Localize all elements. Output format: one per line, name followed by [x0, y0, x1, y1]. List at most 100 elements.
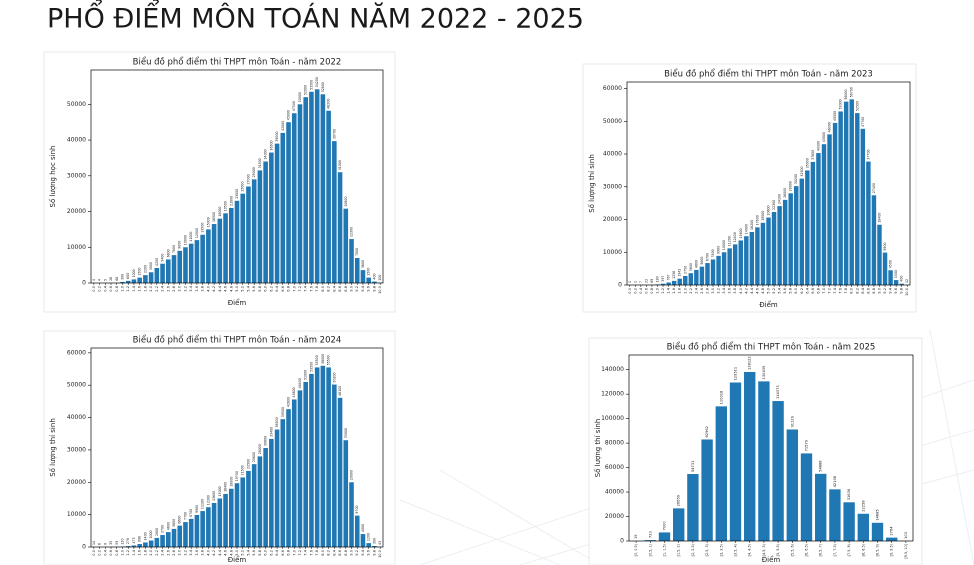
- bar: [337, 172, 343, 283]
- x-tick-label: 2.4: [161, 549, 165, 555]
- bar: [727, 248, 732, 285]
- bar: [177, 250, 183, 283]
- x-tick-label: 3.4: [189, 285, 193, 291]
- value-label: 52800: [321, 82, 325, 92]
- bar: [738, 240, 743, 285]
- bar: [372, 281, 377, 283]
- x-tick-label: 8.2: [327, 550, 331, 556]
- bar: [354, 257, 360, 283]
- bar: [160, 263, 165, 283]
- value-label: 36300: [275, 417, 279, 427]
- value-label: 9900: [195, 505, 199, 513]
- y-tick-label: 140000: [601, 366, 624, 373]
- x-axis-label: Điểm: [759, 300, 778, 309]
- value-label: 28000: [258, 444, 262, 454]
- bar: [857, 513, 869, 541]
- y-tick-label: 30000: [67, 446, 86, 453]
- x-tick-label: 8.6: [338, 285, 342, 291]
- x-tick-label: 0.8: [650, 287, 654, 293]
- bar: [143, 275, 148, 283]
- x-tick-label: 1.6: [672, 287, 676, 293]
- bar: [263, 447, 268, 547]
- x-tick-label: 5.0: [767, 287, 771, 293]
- bar: [855, 113, 860, 286]
- x-tick-label: 3.6: [195, 549, 199, 555]
- y-tick-label: 40000: [67, 137, 86, 144]
- value-label: 1400: [143, 532, 147, 540]
- value-label: 29000: [252, 167, 256, 177]
- bar: [810, 161, 816, 285]
- value-label: 100: [378, 275, 382, 281]
- bar: [732, 244, 738, 285]
- value-label: 28000: [789, 181, 793, 191]
- x-tick-label: 9.8: [372, 549, 376, 555]
- value-label: 12000: [195, 228, 199, 238]
- bar: [160, 535, 165, 547]
- value-label: 26659: [677, 494, 681, 506]
- bar: [372, 546, 377, 547]
- value-label: 15000: [206, 217, 210, 227]
- value-label: 50200: [332, 372, 336, 382]
- x-tick-label: 6.6: [811, 287, 815, 293]
- bar: [749, 231, 755, 285]
- value-label: 4: [92, 279, 96, 281]
- bar: [683, 275, 688, 285]
- value-label: 20000: [350, 470, 354, 480]
- x-tick-label: [6.5, 7): [819, 543, 823, 556]
- bar: [871, 195, 877, 285]
- bar: [758, 381, 770, 541]
- value-label: 25600: [252, 452, 256, 462]
- value-label: 18400: [877, 213, 881, 223]
- value-label: 19: [634, 534, 638, 539]
- value-label: 46000: [828, 122, 832, 132]
- value-label: 1500: [894, 270, 898, 278]
- value-label: 47700: [861, 117, 865, 127]
- value-label: 14: [92, 541, 96, 545]
- bar: [326, 110, 331, 283]
- bar: [326, 367, 331, 547]
- value-label: 54200: [315, 77, 319, 87]
- y-tick-label: 10000: [67, 244, 86, 251]
- value-label: 9: [103, 543, 107, 545]
- x-tick-label: 5.8: [789, 287, 793, 293]
- value-label: 2750: [683, 266, 687, 274]
- bar: [771, 211, 777, 285]
- bar: [297, 104, 303, 284]
- value-label: 34000: [264, 149, 268, 159]
- value-label: 1: [628, 281, 632, 283]
- bar: [337, 397, 343, 547]
- x-tick-label: 7.4: [304, 549, 308, 555]
- x-tick-label: 5.4: [246, 549, 250, 555]
- bar: [882, 252, 888, 285]
- value-label: 278: [126, 538, 130, 544]
- bar: [705, 263, 710, 285]
- value-label: 11000: [189, 232, 193, 242]
- x-tick-label: 3.4: [189, 549, 193, 555]
- x-tick-label: 9.2: [355, 550, 359, 556]
- value-label: 53500: [309, 80, 313, 90]
- x-tick-label: 1.4: [667, 287, 671, 293]
- x-tick-label: 8.4: [332, 285, 336, 291]
- x-tick-label: 0.2: [633, 288, 637, 294]
- value-label: 59: [115, 541, 119, 545]
- bar: [701, 439, 713, 541]
- x-tick-label: [2, 2.5): [691, 543, 695, 556]
- x-tick-label: 0.4: [639, 287, 643, 293]
- value-label: 52500: [855, 101, 859, 111]
- x-tick-label: 4.8: [229, 549, 233, 555]
- value-label: 25000: [241, 182, 245, 192]
- value-label: 1200: [367, 533, 371, 541]
- bar: [240, 193, 246, 283]
- y-tick-label: 60000: [605, 464, 624, 471]
- x-tick-label: 0.0: [92, 549, 96, 555]
- value-label: 6700: [705, 253, 709, 261]
- x-tick-label: 4.2: [744, 288, 748, 294]
- value-label: 600: [126, 273, 130, 279]
- x-tick-label: 5.2: [241, 550, 245, 556]
- value-label: 3600: [689, 263, 693, 271]
- value-label: 33400: [269, 427, 273, 437]
- y-tick-label: 50000: [67, 382, 86, 389]
- x-tick-label: 5.0: [235, 285, 239, 291]
- x-tick-label: 4.4: [750, 287, 754, 293]
- bar: [200, 511, 205, 547]
